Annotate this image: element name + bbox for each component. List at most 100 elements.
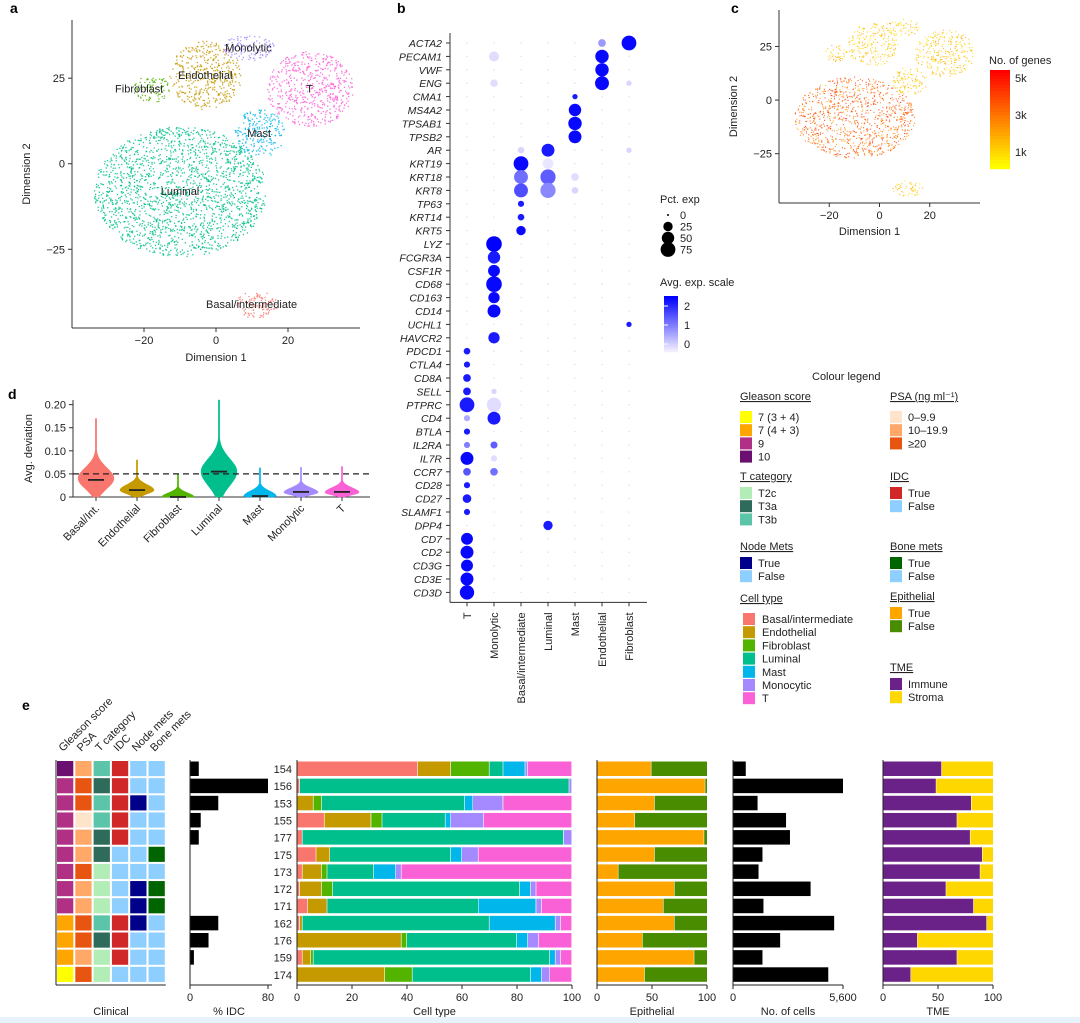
cell-point (880, 130, 882, 132)
cell-point (257, 164, 259, 167)
cell-point (343, 86, 346, 88)
cell-point (884, 124, 886, 126)
cell-point (161, 85, 163, 87)
cell-point (157, 159, 159, 161)
background-dot (547, 243, 549, 245)
cell-point (206, 171, 209, 173)
cell-point (295, 96, 297, 98)
cell-point (157, 86, 159, 88)
cell-point (286, 56, 289, 58)
cell-point (218, 205, 220, 208)
cell-point (251, 180, 253, 182)
cell-point (108, 174, 111, 176)
cell-point (164, 80, 166, 83)
cell-point (136, 151, 139, 153)
background-dot (574, 404, 576, 406)
cell-point (168, 242, 170, 244)
cell-point (182, 167, 184, 170)
background-dot (601, 444, 603, 446)
cell-point (139, 247, 142, 249)
cell-point (315, 64, 317, 66)
cell-point (167, 140, 169, 142)
cell-point (822, 105, 824, 107)
cell-point (219, 76, 221, 79)
cell-point (871, 52, 873, 54)
cell-point (295, 54, 297, 57)
cell-point (175, 193, 178, 195)
cell-point (209, 158, 211, 160)
cell-point (219, 49, 221, 52)
cell-point (828, 126, 830, 128)
cell-point (168, 187, 170, 189)
cell-point (260, 145, 262, 147)
cell-point (170, 207, 172, 209)
expression-dot (626, 147, 632, 153)
cell-point (869, 144, 871, 146)
cell-point (244, 155, 246, 157)
cell-point (210, 157, 212, 159)
cell-point (807, 118, 809, 120)
cell-point (230, 96, 232, 99)
cell-point (228, 202, 231, 204)
cell-point (260, 46, 262, 48)
cell-point (140, 134, 142, 136)
cell-point (259, 51, 262, 53)
cell-point (837, 106, 839, 108)
cell-point (863, 87, 865, 89)
cell-point (233, 146, 235, 148)
cell-point (179, 167, 181, 169)
cell-point (199, 224, 202, 227)
cell-point (310, 76, 312, 78)
cell-point (181, 202, 184, 204)
cell-point (246, 139, 248, 141)
cell-point (256, 217, 258, 220)
cell-point (298, 61, 300, 63)
cell-point (172, 204, 174, 206)
cell-point (308, 53, 310, 55)
cell-point (207, 83, 209, 85)
cell-point (846, 114, 848, 116)
cell-point (133, 185, 135, 187)
cell-point (167, 206, 169, 208)
cell-point (110, 188, 112, 190)
cell-point (193, 100, 195, 102)
cell-point (151, 161, 153, 164)
cell-point (125, 216, 127, 218)
cell-point (231, 170, 233, 172)
cell-point (179, 75, 182, 77)
cell-point (213, 58, 215, 60)
cell-point (339, 105, 341, 107)
cell-point (270, 115, 272, 117)
cell-point (127, 234, 129, 236)
cell-point (198, 97, 200, 99)
cell-point (170, 205, 173, 207)
background-dot (628, 524, 630, 527)
background-dot (601, 363, 603, 366)
cell-point (136, 180, 138, 182)
cell-point (186, 198, 188, 200)
cell-point (900, 120, 902, 122)
cell-point (166, 159, 168, 161)
cell-type-label: Fibroblast (624, 612, 636, 660)
cell-point (141, 223, 143, 225)
cell-point (261, 306, 263, 308)
background-dot (547, 484, 549, 487)
cell-point (293, 100, 295, 103)
cell-point (254, 175, 256, 178)
cell-point (283, 66, 285, 69)
cell-point (226, 178, 229, 181)
cell-point (115, 160, 117, 162)
cell-point (298, 92, 301, 94)
cell-point (856, 126, 858, 128)
cell-point (869, 143, 871, 145)
cell-point (148, 204, 150, 206)
cell-point (349, 82, 352, 84)
cell-point (897, 128, 899, 130)
cell-point (846, 94, 848, 96)
cell-point (198, 149, 200, 152)
cell-point (901, 126, 903, 128)
cell-point (170, 174, 172, 176)
cell-point (204, 130, 207, 132)
cell-point (120, 179, 122, 181)
cell-point (216, 228, 218, 230)
